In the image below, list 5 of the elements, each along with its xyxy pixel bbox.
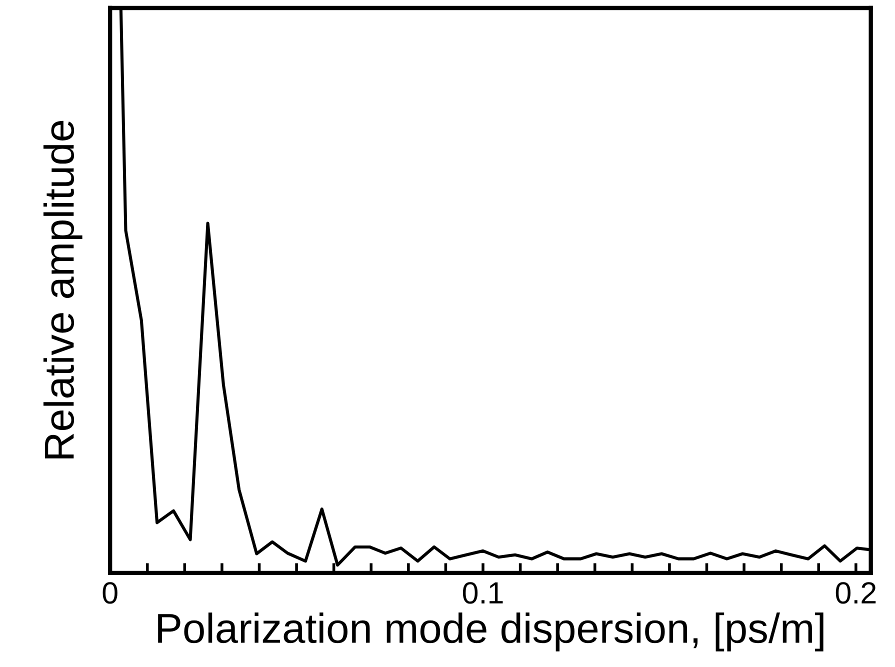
x-tick-label: 0 bbox=[102, 582, 118, 604]
y-axis-title: Relative amplitude bbox=[43, 120, 82, 458]
x-tick-label: 0.2 bbox=[836, 582, 876, 604]
x-axis-title: Polarization mode dispersion, [ps/m] bbox=[158, 612, 824, 652]
x-tick-label: 0.1 bbox=[462, 582, 503, 604]
